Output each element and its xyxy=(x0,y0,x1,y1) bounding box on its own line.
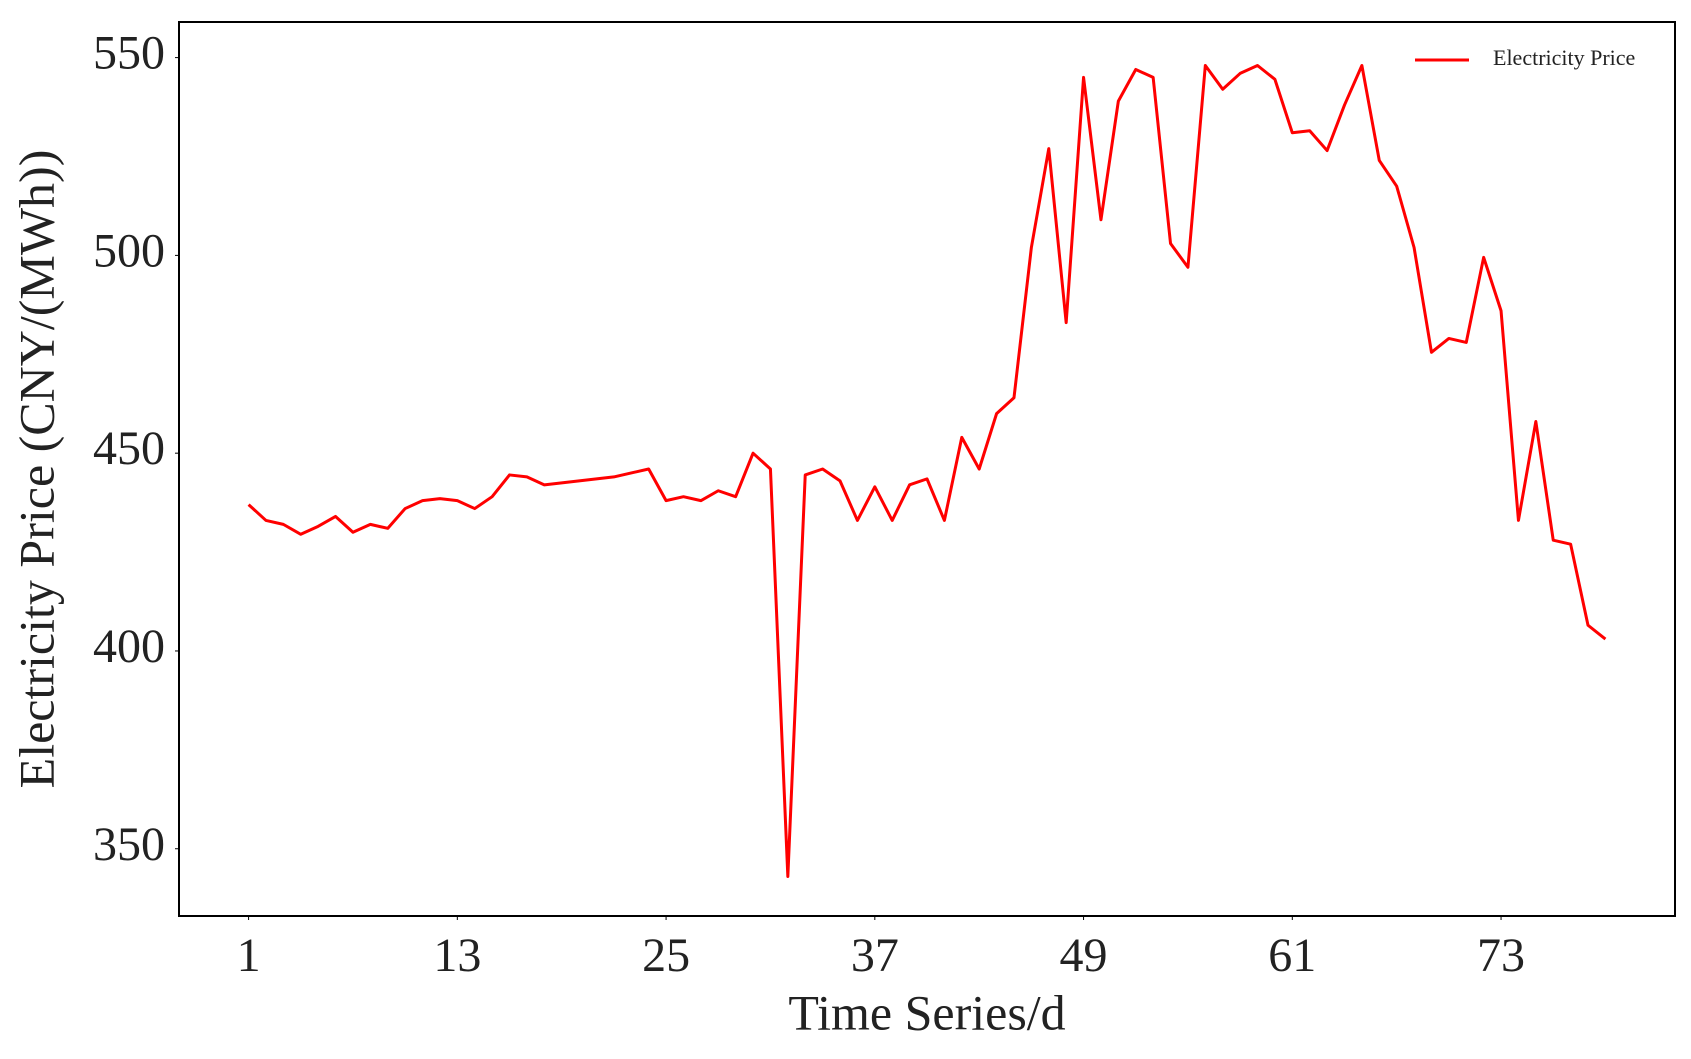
line xyxy=(247,64,1607,878)
x-tick-label: 37 xyxy=(851,929,899,982)
y-tick-label: 550 xyxy=(93,27,165,80)
plot-frame xyxy=(178,21,1676,917)
y-tick-label: 450 xyxy=(93,422,165,475)
x-tick-label: 1 xyxy=(237,929,261,982)
x-axis-label: Time Series/d xyxy=(788,984,1065,1040)
legend-label: Electricity Price xyxy=(1493,45,1635,70)
y-tick-label: 400 xyxy=(93,620,165,673)
y-tick-label: 350 xyxy=(93,818,165,871)
x-tick-label: 61 xyxy=(1268,929,1316,982)
x-tick-label: 73 xyxy=(1477,929,1525,982)
y-axis-label: Electricity Price (CNY/(MWh)) xyxy=(8,150,64,789)
y-tick-label: 500 xyxy=(93,224,165,277)
x-tick-label: 49 xyxy=(1060,929,1108,982)
x-tick-label: 25 xyxy=(642,929,690,982)
x-tick-label: 13 xyxy=(433,929,481,982)
